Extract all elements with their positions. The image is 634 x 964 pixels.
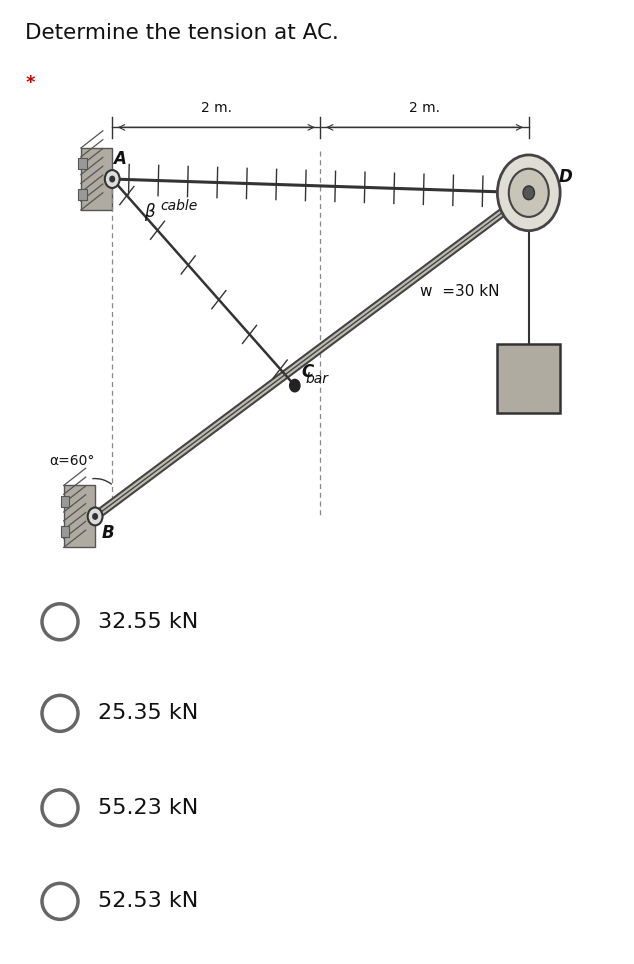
Circle shape: [497, 155, 560, 230]
Circle shape: [42, 790, 78, 826]
Text: D: D: [559, 169, 572, 186]
Bar: [63, 486, 95, 548]
Bar: [78, 158, 86, 170]
Text: 25.35 kN: 25.35 kN: [98, 704, 198, 723]
Bar: [61, 526, 70, 537]
Text: 55.23 kN: 55.23 kN: [98, 798, 198, 817]
Text: β: β: [143, 202, 154, 221]
Bar: [497, 344, 560, 414]
Text: cable: cable: [161, 199, 198, 213]
Circle shape: [110, 176, 115, 182]
Bar: [81, 148, 112, 210]
Text: B: B: [102, 524, 115, 543]
Circle shape: [42, 603, 78, 640]
Text: 32.55 kN: 32.55 kN: [98, 612, 198, 631]
Circle shape: [87, 507, 103, 525]
Text: 2 m.: 2 m.: [409, 101, 440, 115]
Circle shape: [42, 695, 78, 732]
Circle shape: [508, 169, 548, 217]
Circle shape: [93, 514, 98, 520]
Text: 2 m.: 2 m.: [201, 101, 232, 115]
Bar: [61, 495, 70, 507]
Circle shape: [105, 170, 120, 188]
Circle shape: [290, 380, 300, 391]
Circle shape: [42, 883, 78, 920]
Text: α=60°: α=60°: [49, 454, 95, 468]
Text: w  =30 kN: w =30 kN: [420, 284, 500, 299]
Text: bar: bar: [305, 372, 328, 387]
Text: 52.53 kN: 52.53 kN: [98, 892, 198, 911]
Text: Determine the tension at AC.: Determine the tension at AC.: [25, 22, 339, 42]
Text: A: A: [113, 149, 126, 168]
Bar: [78, 189, 86, 200]
Text: *: *: [25, 74, 35, 93]
Circle shape: [523, 186, 534, 200]
Text: C: C: [302, 363, 314, 382]
